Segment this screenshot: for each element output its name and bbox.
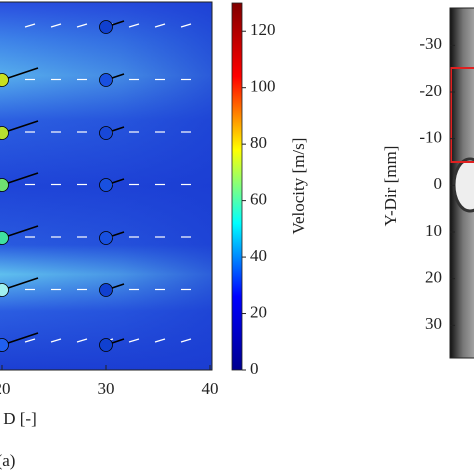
probe xyxy=(99,73,113,87)
colorbar-tick-label: 0 xyxy=(250,359,259,378)
y-tick-label: -20 xyxy=(419,81,442,100)
probe xyxy=(99,231,113,245)
probe xyxy=(0,338,9,352)
colorbar-label: Velocity [m/s] xyxy=(289,138,308,235)
panel-label: (a) xyxy=(0,451,15,470)
probe xyxy=(0,126,9,140)
probe xyxy=(99,178,113,192)
vector xyxy=(180,338,192,343)
x-tick-label: 40 xyxy=(202,379,219,398)
vector xyxy=(128,23,140,28)
image-panel xyxy=(449,7,474,359)
y-axis-label: Y-Dir [mm] xyxy=(381,146,400,227)
probe xyxy=(0,178,9,192)
y-tick-label: -10 xyxy=(419,128,442,147)
colorbar xyxy=(231,2,243,371)
vector xyxy=(76,338,88,343)
vector xyxy=(128,338,140,343)
x-tick-label: 20 xyxy=(0,379,11,398)
probe xyxy=(99,126,113,140)
x-tick-label: 30 xyxy=(98,379,115,398)
probe xyxy=(99,283,113,297)
region-box xyxy=(450,67,474,163)
vector xyxy=(76,23,88,28)
y-tick-label: 20 xyxy=(425,268,442,287)
colorbar-tick-label: 120 xyxy=(250,20,276,39)
vector xyxy=(24,23,36,28)
y-tick-label: -30 xyxy=(419,34,442,53)
vector xyxy=(180,23,192,28)
vector xyxy=(154,338,166,343)
image-frame xyxy=(449,7,474,359)
y-tick-label: 0 xyxy=(434,174,443,193)
y-tick-label: 30 xyxy=(425,314,442,333)
colorbar-tick-label: 80 xyxy=(250,133,267,152)
colorbar-tick-label: 100 xyxy=(250,77,276,96)
vector xyxy=(154,23,166,28)
colorbar-tick-label: 40 xyxy=(250,246,267,265)
vector xyxy=(24,338,36,343)
photo-feature xyxy=(452,157,474,213)
probe xyxy=(0,283,9,297)
probe xyxy=(0,73,9,87)
y-tick-label: 10 xyxy=(425,221,442,240)
probe xyxy=(0,231,9,245)
x-axis-label: D [-] xyxy=(3,409,37,428)
colorbar-tick-label: 20 xyxy=(250,302,267,321)
plot-frame xyxy=(0,1,213,371)
probe xyxy=(99,20,113,34)
colorbar-tick-label: 60 xyxy=(250,190,267,209)
vector xyxy=(50,338,62,343)
vector xyxy=(50,23,62,28)
velocity-field xyxy=(0,2,212,370)
vectors xyxy=(0,20,192,352)
probe xyxy=(99,338,113,352)
